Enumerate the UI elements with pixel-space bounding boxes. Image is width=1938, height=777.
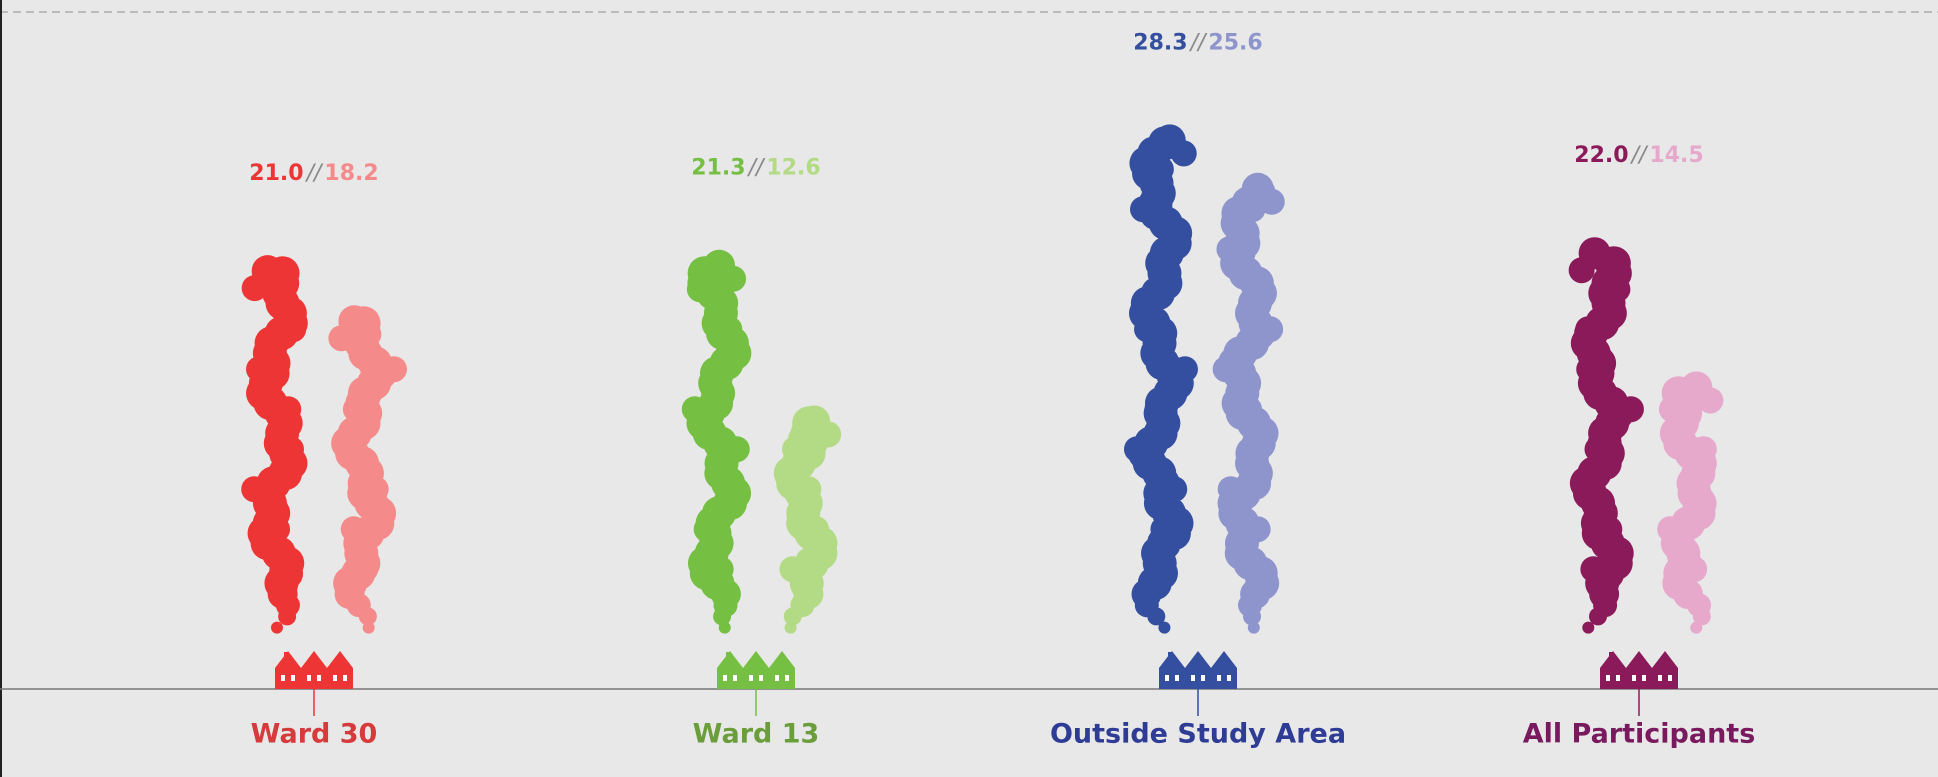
separator: // — [305, 161, 324, 186]
value-label-group: 21.3//12.6 — [691, 156, 820, 181]
value-label-group: 22.0//14.5 — [1574, 143, 1703, 168]
value-label: 18.2 — [324, 161, 378, 186]
window — [1606, 675, 1610, 681]
window — [1175, 675, 1179, 681]
separator: // — [1189, 30, 1208, 55]
houses-icon — [717, 651, 795, 689]
separator: // — [747, 156, 766, 181]
window — [785, 675, 789, 681]
smoke-plume — [681, 249, 752, 634]
smoke-plume — [1568, 237, 1644, 634]
houses-icon — [1159, 651, 1237, 689]
window — [723, 675, 727, 681]
window — [1632, 675, 1636, 681]
window — [1616, 675, 1620, 681]
window — [1658, 675, 1662, 681]
window — [749, 675, 753, 681]
smoke-plume — [1657, 371, 1724, 634]
value-label: 22.0 — [1574, 143, 1628, 168]
window — [1227, 675, 1231, 681]
window — [333, 675, 337, 681]
value-label: 14.5 — [1649, 143, 1703, 168]
value-label: 21.0 — [249, 161, 303, 186]
smoke-plume — [1212, 172, 1285, 634]
window — [343, 675, 347, 681]
window — [1201, 675, 1205, 681]
window — [1642, 675, 1646, 681]
window — [759, 675, 763, 681]
window — [1191, 675, 1195, 681]
window — [733, 675, 737, 681]
category-label: Ward 30 — [251, 719, 378, 750]
window — [1217, 675, 1221, 681]
value-label: 21.3 — [691, 156, 745, 181]
category-label: Outside Study Area — [1050, 719, 1346, 750]
separator: // — [1630, 143, 1649, 168]
value-label: 28.3 — [1133, 30, 1187, 55]
window — [1668, 675, 1672, 681]
smoke-plume — [773, 405, 842, 634]
smoke-plume — [1123, 124, 1198, 634]
window — [307, 675, 311, 681]
smoke-plume — [241, 255, 308, 634]
window — [291, 675, 295, 681]
smoke-plume — [328, 305, 407, 634]
category-label: Ward 13 — [693, 719, 820, 750]
window — [775, 675, 779, 681]
category-label: All Participants — [1523, 719, 1756, 750]
houses-icon — [275, 651, 353, 689]
window — [1165, 675, 1169, 681]
value-label: 25.6 — [1208, 30, 1262, 55]
window — [317, 675, 321, 681]
window — [281, 675, 285, 681]
houses-icon — [1600, 651, 1678, 689]
value-label-group: 28.3//25.6 — [1133, 30, 1262, 55]
value-label-group: 21.0//18.2 — [249, 161, 378, 186]
value-label: 12.6 — [766, 156, 820, 181]
